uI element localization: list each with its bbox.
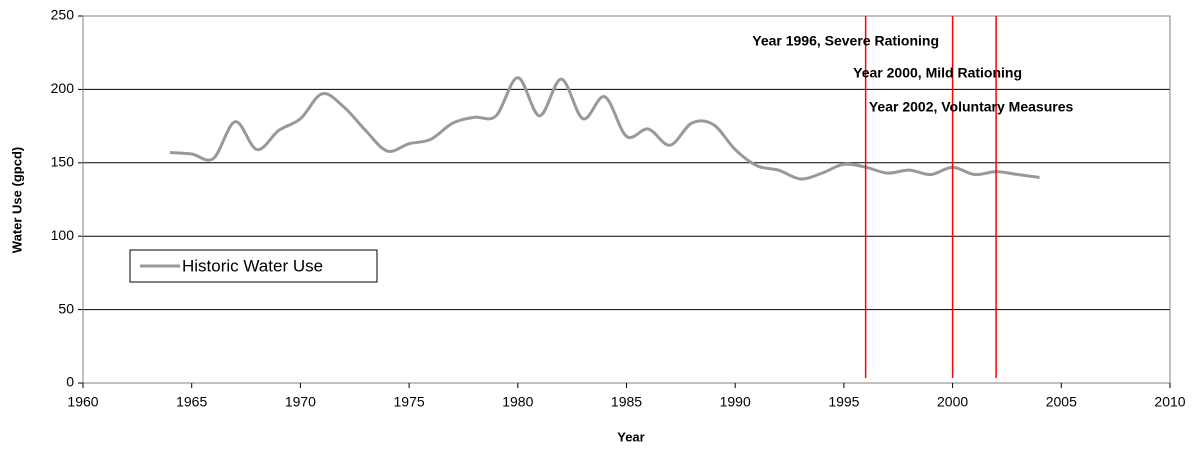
y-tick-label: 150 [51,154,75,170]
x-axis-title: Year [617,429,644,444]
x-tick-label: 1965 [176,394,207,410]
y-tick-label: 0 [66,374,74,390]
y-tick-label: 200 [51,80,75,96]
x-tick-label: 1985 [611,394,642,410]
x-tick-label: 1995 [828,394,859,410]
annotation-label: Year 2002, Voluntary Measures [869,99,1074,115]
annotation-label: Year 2000, Mild Rationing [853,65,1022,81]
x-tick-label: 2000 [937,394,968,410]
annotation-label: Year 1996, Severe Rationing [752,33,939,49]
legend-label: Historic Water Use [182,256,323,275]
x-tick-label: 1990 [720,394,751,410]
y-axis-title: Water Use (gpcd) [9,147,24,253]
y-tick-label: 50 [58,300,74,316]
y-tick-label: 250 [51,7,75,23]
y-tick-label: 100 [51,227,75,243]
x-tick-label: 1975 [394,394,425,410]
data-line [169,76,1040,181]
x-tick-label: 2005 [1046,394,1077,410]
x-tick-label: 1970 [285,394,316,410]
x-tick-label: 1980 [502,394,533,410]
x-tick-label: 2010 [1154,394,1185,410]
x-tick-label: 1960 [67,394,98,410]
